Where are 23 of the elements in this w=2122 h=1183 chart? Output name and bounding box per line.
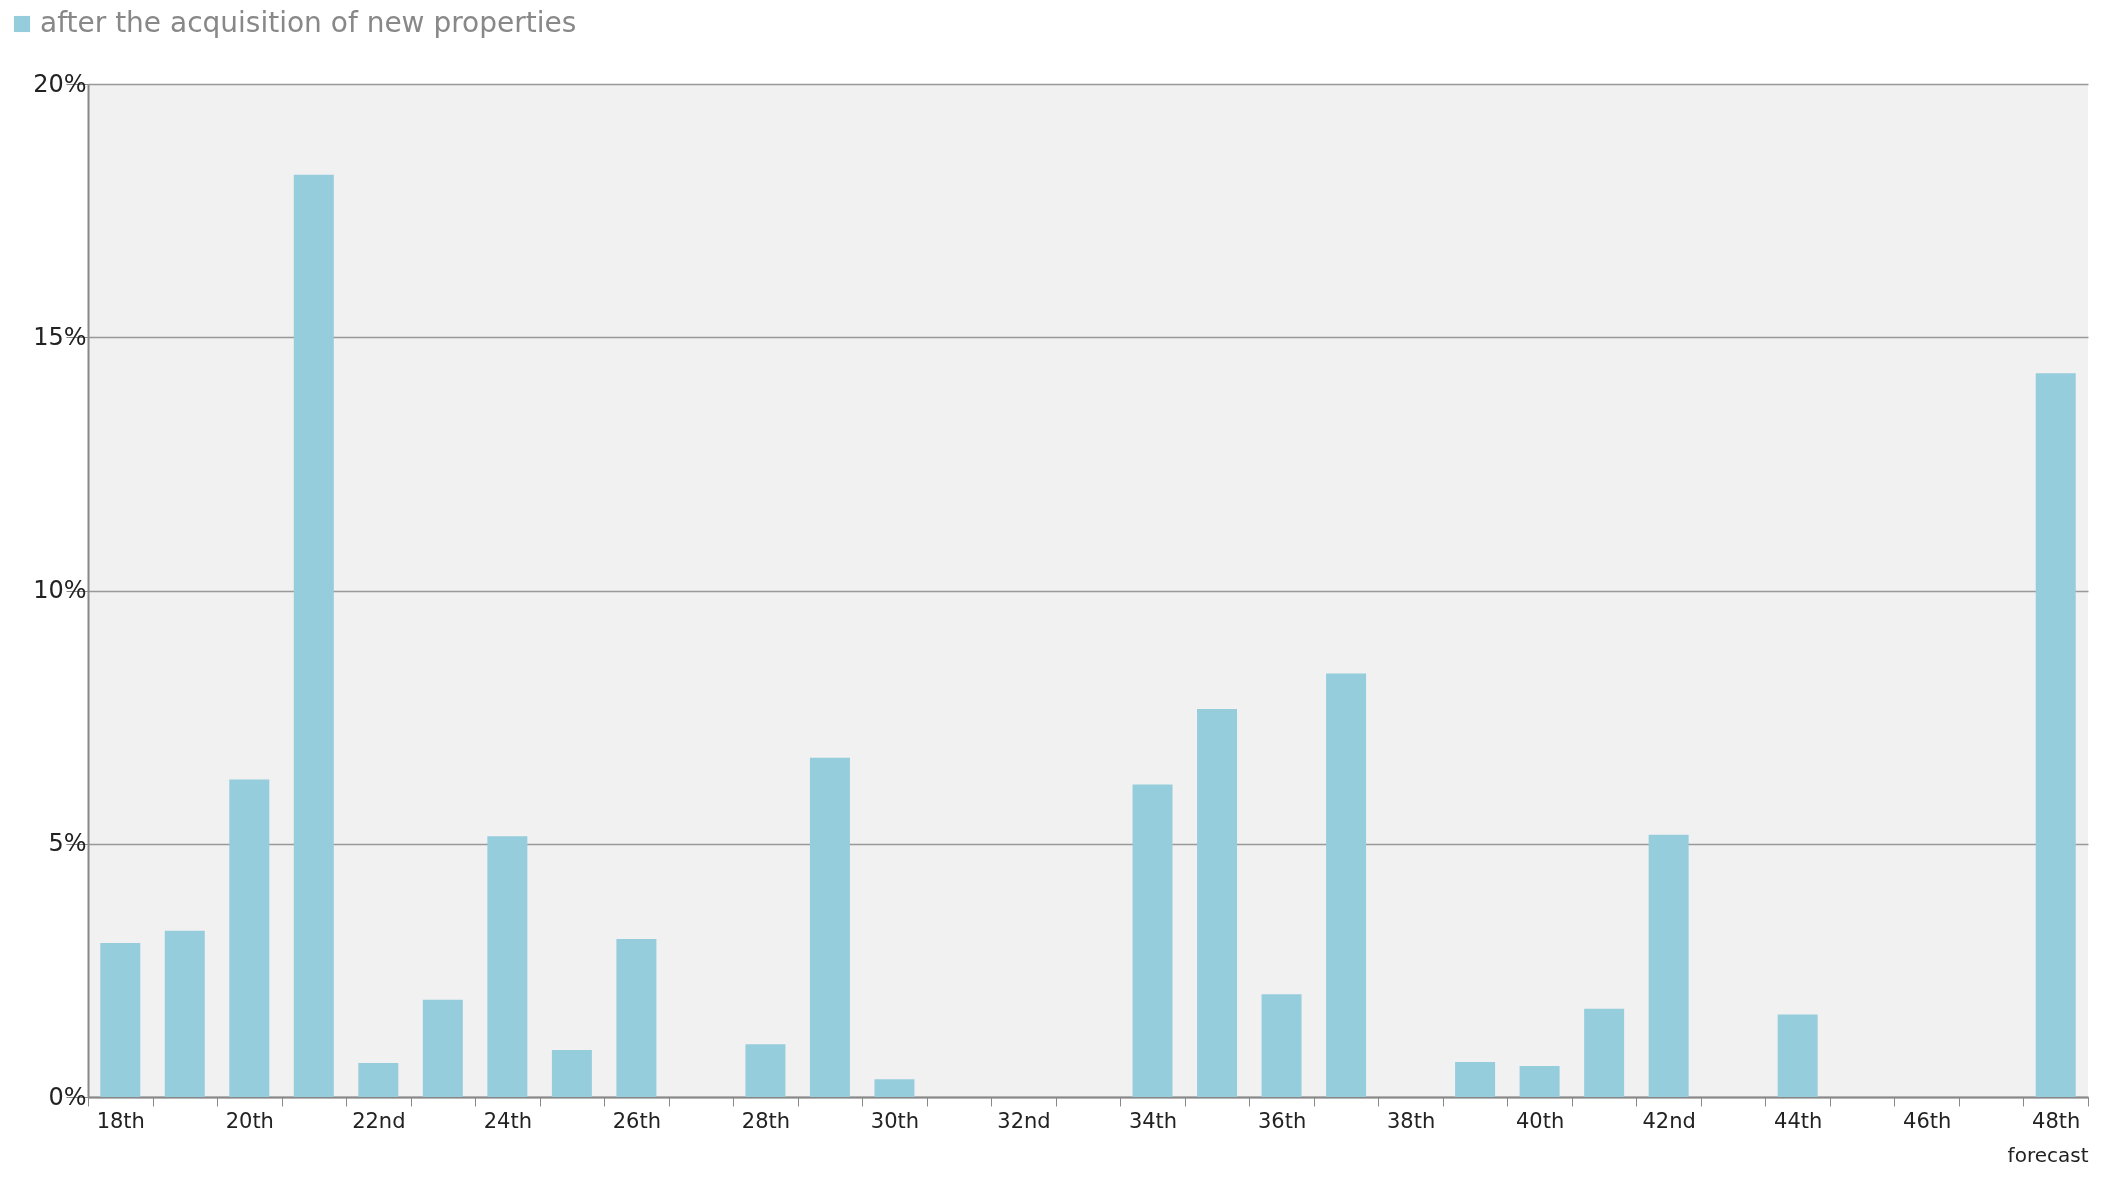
y-tick-label: 0% <box>48 1082 87 1111</box>
x-tick-label: 38th <box>1386 1108 1436 1133</box>
x-tick-label: 42nd <box>1642 1108 1696 1133</box>
x-tick-label: 24th <box>483 1108 532 1133</box>
y-tick-label: 15% <box>33 322 87 351</box>
x-tick-label: 28th <box>741 1108 791 1133</box>
x-tick-label: 44th <box>1774 1108 1823 1133</box>
x-tick-label: 48th <box>2032 1108 2081 1133</box>
y-tick-label: 5% <box>48 829 87 858</box>
legend-label: after the acquisition of new properties <box>40 6 577 39</box>
x-tick-label: 20th <box>225 1108 274 1133</box>
x-tick-label: 26th <box>612 1108 662 1133</box>
text: forecast <box>2007 1142 2089 1167</box>
x-tick-label: 22nd <box>352 1108 406 1133</box>
y-tick-label: 20% <box>33 69 87 98</box>
x-tick-label: 46th <box>1903 1108 1952 1133</box>
x-tick-label: 30th <box>870 1108 920 1133</box>
y-tick-label: 10% <box>33 576 87 604</box>
x-tick-label: 18th <box>96 1108 145 1133</box>
x-tick-label: 32nd <box>997 1108 1051 1133</box>
x-tick-label: 34th <box>1128 1108 1178 1133</box>
x-tick-label: 36th <box>1257 1108 1307 1133</box>
x-tick-label: 40th <box>1515 1108 1565 1133</box>
